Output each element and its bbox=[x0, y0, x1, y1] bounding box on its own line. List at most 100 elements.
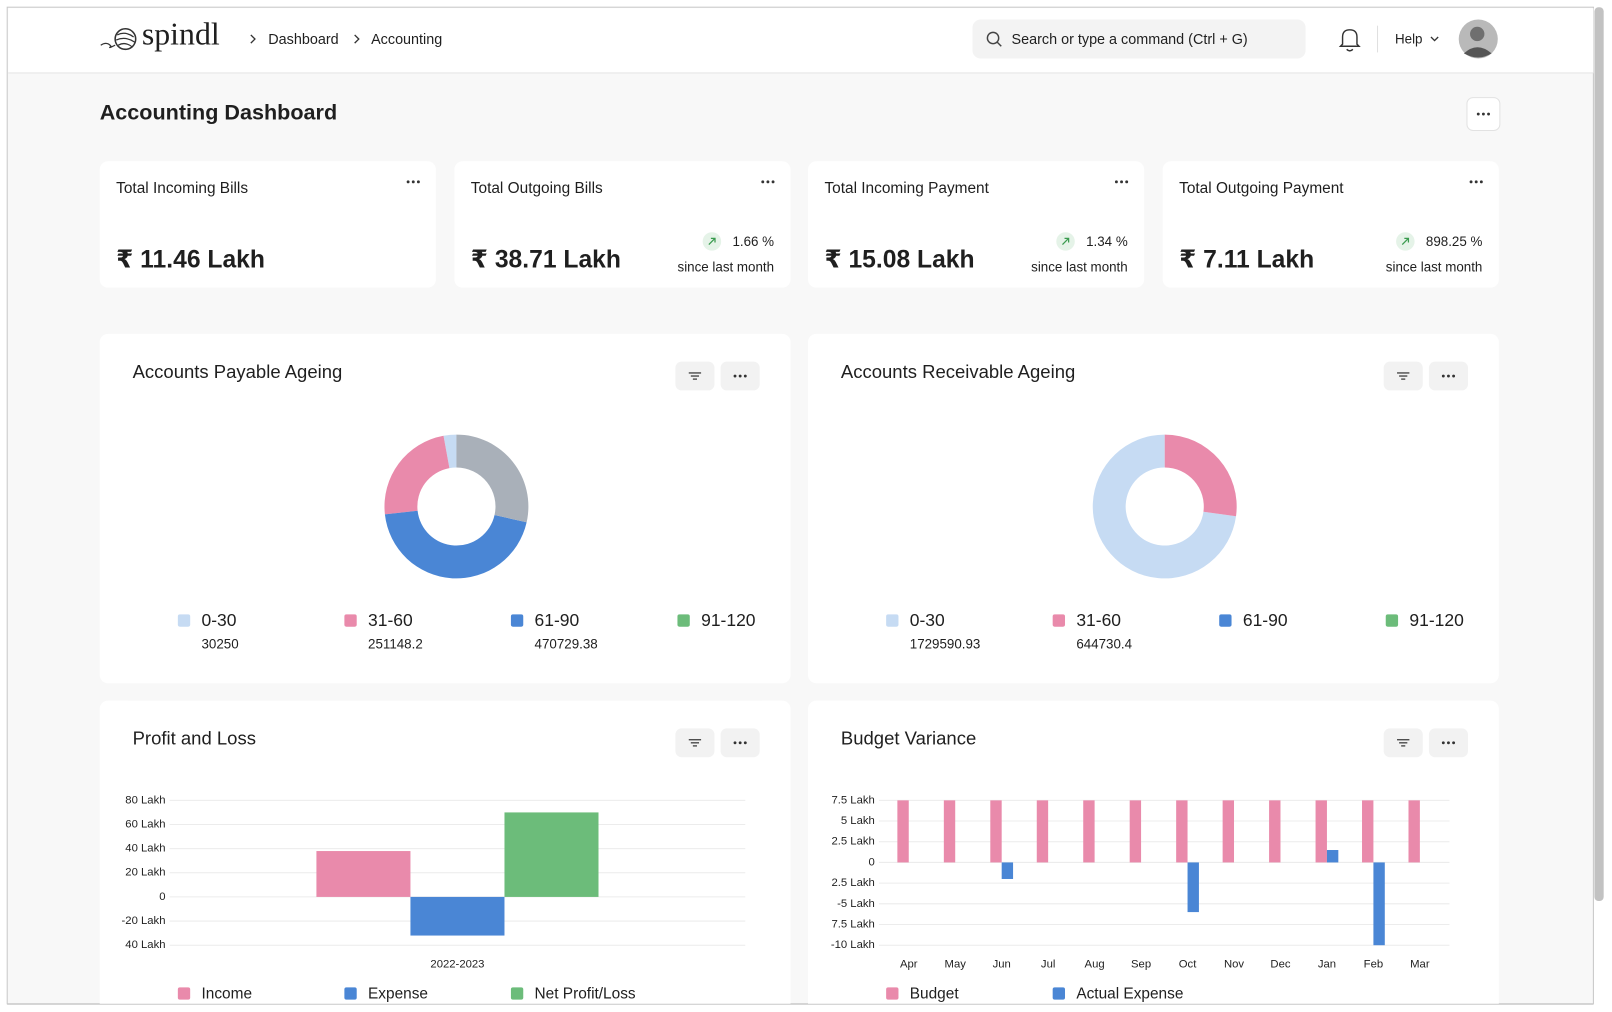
panel bbox=[808, 333, 1499, 684]
x-tick-label: May bbox=[945, 959, 967, 971]
legend-swatch bbox=[510, 987, 524, 1000]
donut-segment[interactable] bbox=[384, 435, 450, 515]
legend-swatch bbox=[886, 614, 899, 627]
y-tick-label: 40 Lakh bbox=[125, 843, 165, 855]
x-tick-label: Feb bbox=[1364, 959, 1383, 971]
x-tick-label: Apr bbox=[900, 959, 918, 971]
y-tick-label: 7.5 Lakh bbox=[831, 794, 874, 806]
x-tick-label: Dec bbox=[1270, 959, 1290, 971]
x-tick-label: 2022-2023 bbox=[430, 959, 484, 971]
bar[interactable] bbox=[943, 800, 956, 863]
panel bbox=[99, 700, 791, 1012]
bar[interactable] bbox=[1187, 862, 1199, 913]
logo-icon[interactable] bbox=[100, 27, 137, 51]
avatar[interactable] bbox=[1458, 19, 1498, 59]
bar[interactable] bbox=[316, 851, 411, 897]
kpi-title: Total Incoming Payment bbox=[824, 180, 989, 197]
navbar bbox=[8, 8, 1594, 73]
scrollbar[interactable] bbox=[1594, 7, 1604, 902]
kpi-card bbox=[808, 161, 1145, 288]
help-menu[interactable]: Help bbox=[1395, 32, 1422, 47]
kpi-menu[interactable] bbox=[1463, 173, 1490, 191]
kpi-change-note: since last month bbox=[1386, 260, 1483, 275]
legend-swatch bbox=[1052, 987, 1066, 1000]
x-tick-label: Jun bbox=[993, 959, 1011, 971]
menu-dot bbox=[1441, 741, 1445, 745]
menu-dot bbox=[1125, 180, 1129, 184]
bar[interactable] bbox=[1176, 800, 1188, 863]
bar[interactable] bbox=[1269, 800, 1281, 863]
menu-dot bbox=[1469, 180, 1473, 184]
kpi-menu[interactable] bbox=[1108, 173, 1135, 191]
donut-segment[interactable] bbox=[1092, 434, 1237, 579]
donut-segment[interactable] bbox=[1164, 434, 1237, 517]
notification-bell[interactable] bbox=[1338, 29, 1361, 52]
menu-dot bbox=[761, 180, 765, 184]
menu-dot bbox=[411, 180, 415, 184]
y-tick-label: 0 bbox=[869, 856, 875, 868]
trend-arrow bbox=[708, 237, 716, 245]
menu-dot bbox=[1120, 180, 1123, 184]
menu-dot bbox=[766, 180, 770, 184]
x-tick-label: Jul bbox=[1041, 959, 1055, 971]
legend-label: Income bbox=[201, 986, 252, 1003]
bar[interactable] bbox=[1315, 800, 1327, 863]
x-tick-label: Nov bbox=[1224, 959, 1244, 971]
bar[interactable] bbox=[1326, 850, 1339, 863]
bar[interactable] bbox=[897, 800, 909, 863]
x-tick-label: Oct bbox=[1179, 959, 1197, 971]
legend-label: 31-60 bbox=[1076, 610, 1121, 630]
search-placeholder[interactable]: Search or type a command (Ctrl + G) bbox=[1012, 32, 1248, 48]
kpi-menu[interactable] bbox=[755, 173, 782, 191]
bar[interactable] bbox=[504, 812, 599, 897]
bar[interactable] bbox=[990, 800, 1002, 863]
menu-dot bbox=[738, 374, 742, 378]
search-icon bbox=[986, 31, 1002, 47]
menu-dot bbox=[1447, 741, 1450, 745]
breadcrumb[interactable]: Dashboard bbox=[268, 32, 338, 48]
frame-bottom bbox=[0, 1004, 1612, 1012]
y-tick-label: 5 Lakh bbox=[841, 815, 875, 827]
legend-swatch bbox=[677, 614, 690, 627]
y-tick-label: 80 Lakh bbox=[125, 794, 165, 806]
legend-value: 644730.4 bbox=[1076, 637, 1132, 652]
search-box[interactable] bbox=[972, 19, 1306, 59]
kpi-change: 898.25 % bbox=[1426, 234, 1483, 249]
legend-label: Actual Expense bbox=[1076, 986, 1183, 1003]
kpi-title: Total Outgoing Payment bbox=[1179, 180, 1344, 197]
bar[interactable] bbox=[1362, 800, 1374, 863]
bar[interactable] bbox=[1129, 800, 1142, 863]
breadcrumb[interactable]: Accounting bbox=[371, 32, 442, 48]
donut-segment[interactable] bbox=[456, 434, 529, 523]
kpi-change-note: since last month bbox=[678, 260, 775, 275]
y-tick-label: 7.5 Lakh bbox=[831, 918, 874, 930]
legend-swatch bbox=[1052, 614, 1066, 627]
donut-segment[interactable] bbox=[384, 510, 527, 579]
bar[interactable] bbox=[1373, 862, 1385, 946]
bar[interactable] bbox=[1001, 862, 1014, 879]
logo[interactable]: spindl bbox=[142, 16, 220, 51]
bar[interactable] bbox=[410, 896, 505, 936]
donut-segment[interactable] bbox=[443, 434, 457, 469]
legend-label: 31-60 bbox=[368, 610, 413, 630]
breadcrumb-separator bbox=[250, 34, 256, 44]
panel bbox=[99, 333, 791, 684]
x-tick-label: Jan bbox=[1318, 959, 1336, 971]
legend-label: 0-30 bbox=[910, 610, 945, 630]
menu-dot bbox=[1474, 180, 1478, 184]
content: Total Incoming Bills ₹ 11.46 Lakh Total Ou… bbox=[0, 161, 1612, 1012]
bar[interactable] bbox=[1408, 800, 1420, 863]
y-tick-label: -20 Lakh bbox=[122, 915, 166, 927]
panel-title: Profit and Loss bbox=[133, 728, 256, 749]
bar[interactable] bbox=[1083, 800, 1095, 863]
bar[interactable] bbox=[1222, 800, 1235, 863]
menu-dot bbox=[733, 741, 737, 745]
menu-dot bbox=[1479, 180, 1483, 184]
bar[interactable] bbox=[1036, 800, 1049, 863]
kpi-menu[interactable] bbox=[400, 173, 427, 191]
legend-label: Net Profit/Loss bbox=[535, 986, 636, 1003]
legend-label: 91-120 bbox=[701, 610, 756, 630]
